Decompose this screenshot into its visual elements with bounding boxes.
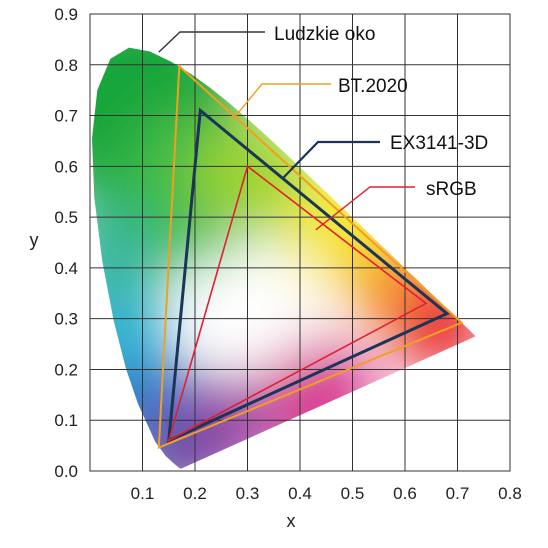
gamut-triangles	[157, 64, 464, 450]
annotation-leader-line	[158, 31, 265, 53]
annotation-leader-line	[281, 140, 380, 180]
x-tick-label: 0.2	[183, 484, 207, 503]
annotation-label: BT.2020	[338, 76, 408, 97]
y-axis-label: y	[30, 230, 39, 250]
x-tick-label: 0.8	[498, 484, 522, 503]
x-axis-label: x	[287, 511, 296, 531]
gamut-bt-2020	[157, 64, 464, 450]
annotation-label: Ludzkie oko	[274, 24, 375, 45]
y-tick-label: 0.9	[54, 5, 78, 24]
blob-teal	[92, 205, 160, 305]
annotation-callouts: Ludzkie oko BT.2020 EX3141-3D sRGB	[158, 24, 488, 231]
y-tick-label: 0.0	[54, 462, 78, 481]
x-tick-label: 0.5	[341, 484, 365, 503]
grid-lines	[89, 13, 511, 472]
y-tick-label: 0.5	[54, 208, 78, 227]
y-tick-label: 0.4	[54, 259, 78, 278]
y-tick-label: 0.7	[54, 107, 78, 126]
x-axis-ticks: 0.1 0.2 0.3 0.4 0.5 0.6 0.7 0.8	[131, 484, 522, 503]
x-tick-label: 0.1	[131, 484, 155, 503]
y-tick-label: 0.3	[54, 310, 78, 329]
gamut-ex3141-3d	[167, 107, 450, 443]
y-tick-label: 0.8	[54, 56, 78, 75]
y-tick-label: 0.2	[54, 360, 78, 379]
y-tick-label: 0.1	[54, 411, 78, 430]
annotation-leader-line	[315, 186, 415, 231]
y-tick-label: 0.6	[54, 157, 78, 176]
blob-white	[193, 243, 317, 367]
x-tick-label: 0.6	[393, 484, 417, 503]
locus-color-fill	[92, 47, 476, 469]
annotation-leader-line	[231, 83, 331, 122]
x-tick-label: 0.7	[446, 484, 470, 503]
annotation-label: EX3141-3D	[390, 133, 488, 154]
x-tick-label: 0.4	[288, 484, 312, 503]
y-axis-ticks: 0.0 0.1 0.2 0.3 0.4 0.5 0.6 0.7 0.8 0.9	[54, 5, 78, 481]
annotation-label: sRGB	[426, 179, 477, 200]
x-tick-label: 0.3	[236, 484, 260, 503]
plot-area: Ludzkie oko BT.2020 EX3141-3D sRGB	[89, 13, 511, 472]
gamut-srgb	[167, 164, 428, 443]
